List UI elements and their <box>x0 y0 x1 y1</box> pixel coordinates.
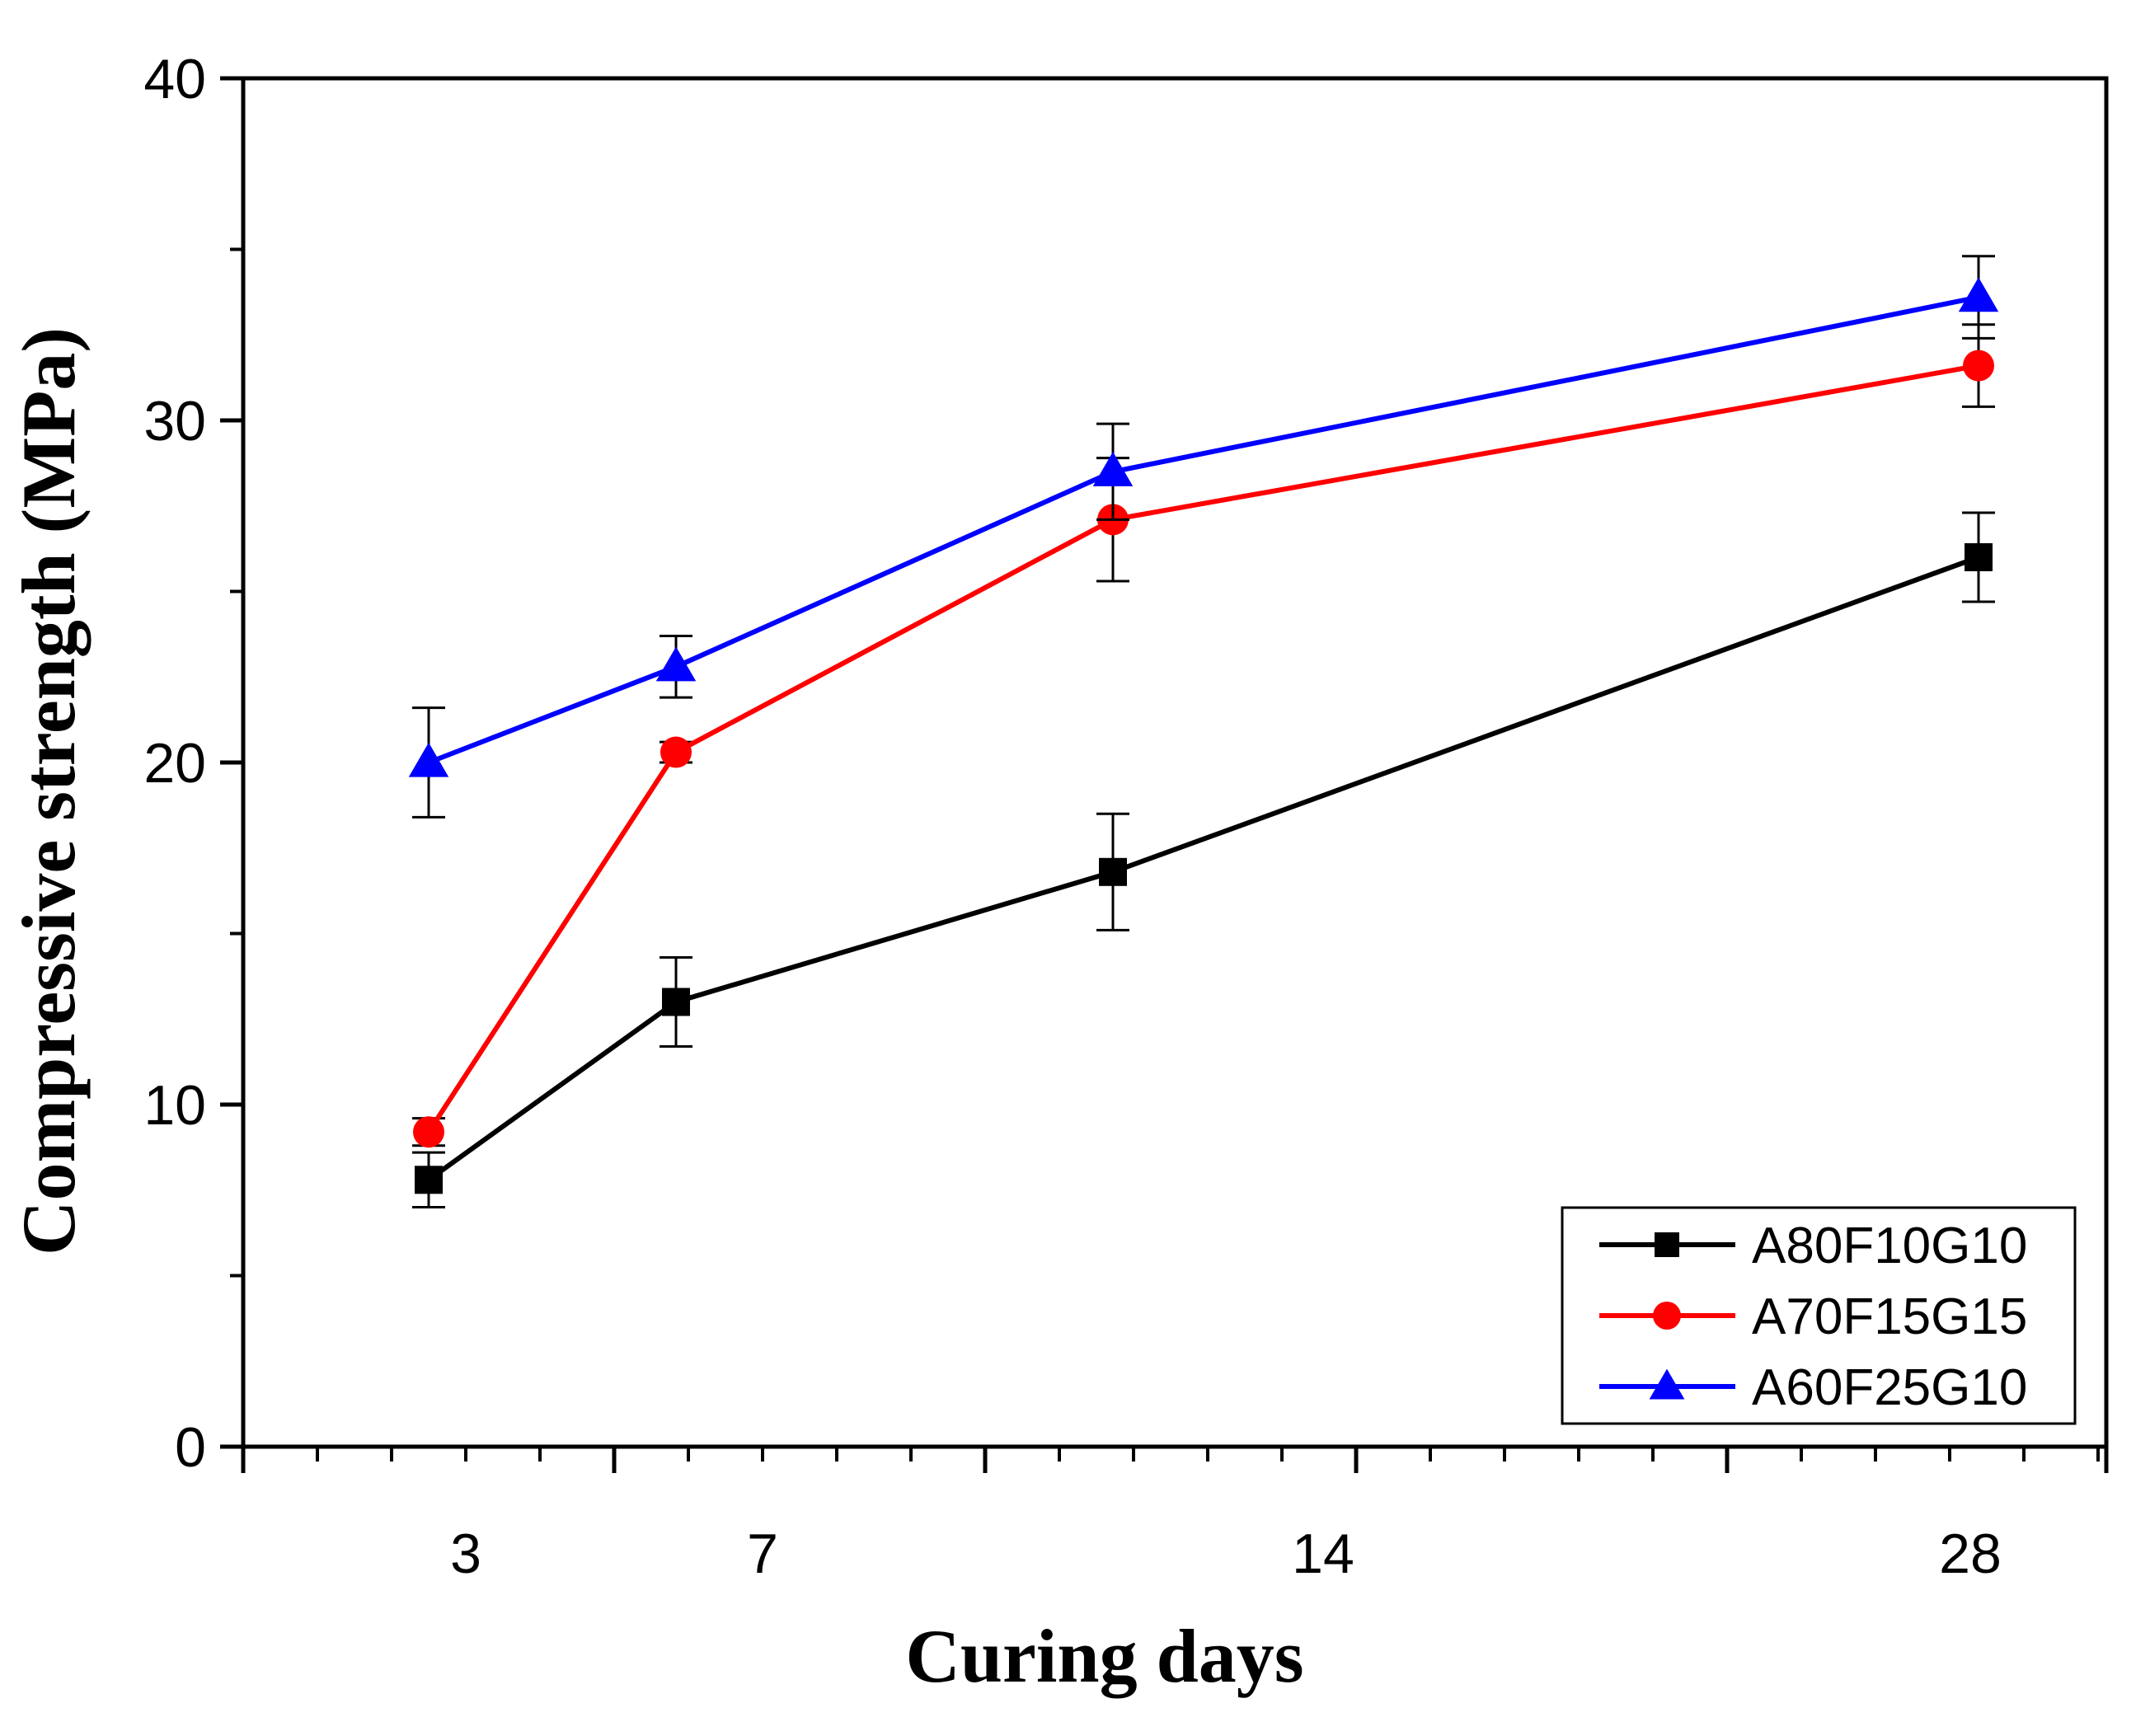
legend-entry: A60F25G10 <box>1599 1359 2027 1416</box>
data-point-marker <box>662 988 690 1016</box>
data-point-marker <box>1092 452 1134 486</box>
y-tick-label: 0 <box>175 1416 206 1479</box>
data-point-marker <box>1958 277 1999 312</box>
axes: 0 10 20 30 40 3 7 14 28 <box>143 48 2109 1585</box>
legend-label: A70F15G15 <box>1752 1288 2027 1345</box>
data-point-marker <box>660 736 692 768</box>
legend-label: A60F25G10 <box>1752 1359 2027 1416</box>
series-line <box>427 294 1979 765</box>
x-tick-label: 28 <box>1939 1523 2002 1585</box>
legend-label: A80F10G10 <box>1752 1218 2027 1274</box>
series-line <box>427 555 1980 1182</box>
series-A60F25G10 <box>408 255 1999 819</box>
legend-entry: A70F15G15 <box>1599 1288 2027 1345</box>
series-A70F15G15 <box>412 323 1995 1148</box>
data-point-marker <box>408 742 449 777</box>
y-axis-title: Compressive strength (MPa) <box>7 327 91 1255</box>
series-A80F10G10 <box>412 511 1995 1208</box>
y-tick-label: 40 <box>143 48 206 110</box>
data-point-marker <box>1965 543 1993 571</box>
data-point-marker <box>1099 857 1127 886</box>
y-tick-label: 30 <box>143 390 206 453</box>
data-point-marker <box>1655 1232 1679 1257</box>
data-point-marker <box>1963 350 1994 382</box>
x-axis-title: Curing days <box>905 1614 1303 1698</box>
legend: A80F10G10 A70F15G15 A60F25G10 <box>1561 1206 2077 1425</box>
data-point-marker <box>1649 1368 1685 1400</box>
legend-entry: A80F10G10 <box>1599 1218 2027 1274</box>
series-line <box>426 363 1979 1133</box>
data-point-marker <box>655 646 697 682</box>
y-tick-label: 20 <box>143 732 206 795</box>
y-tick-label: 10 <box>143 1074 206 1137</box>
series-group <box>408 255 1999 1208</box>
x-tick-label: 3 <box>450 1523 481 1585</box>
x-tick-label: 7 <box>747 1523 778 1585</box>
data-point-marker <box>413 1116 444 1148</box>
x-tick-label: 14 <box>1292 1523 1354 1585</box>
data-point-marker <box>1653 1302 1681 1330</box>
data-point-marker <box>415 1166 443 1194</box>
